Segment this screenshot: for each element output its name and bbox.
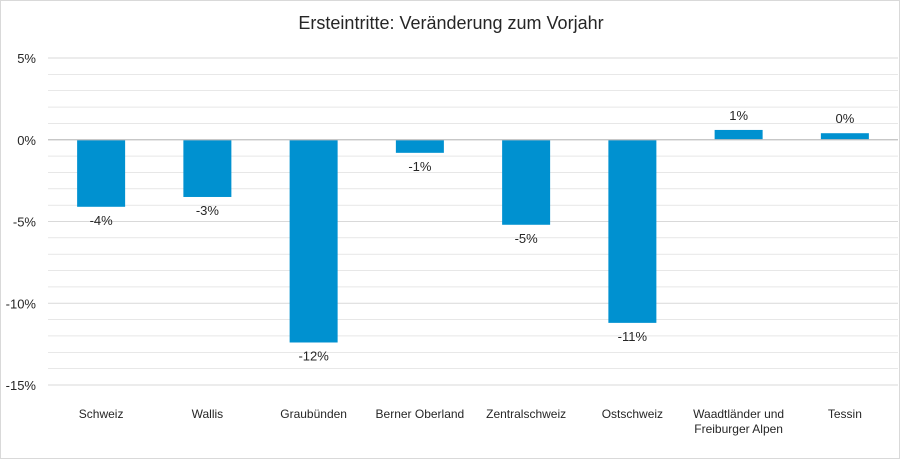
data-label: -1% <box>408 159 432 174</box>
y-tick-label: -15% <box>6 378 37 393</box>
category-label-line: Ostschweiz <box>602 407 663 421</box>
category-label-line: Waadtländer und <box>693 407 784 421</box>
bar-2 <box>289 139 338 343</box>
data-label: -4% <box>90 213 114 228</box>
y-tick-label: 0% <box>17 133 36 148</box>
y-tick-label: 5% <box>17 51 36 66</box>
y-tick-label: -5% <box>13 215 37 230</box>
category-label: Berner Oberland <box>376 407 465 421</box>
category-label: Graubünden <box>280 407 347 421</box>
data-label: -3% <box>196 203 220 218</box>
bar-0 <box>77 139 126 207</box>
y-tick-label: -10% <box>6 296 37 311</box>
data-label: 1% <box>729 108 748 123</box>
data-labels: -4% -3% -12% -1% -5% -11% 1% 0% <box>90 108 855 364</box>
bar-4 <box>502 139 551 225</box>
bar-5 <box>608 139 657 323</box>
bars <box>77 129 869 343</box>
data-label: -5% <box>515 231 539 246</box>
category-label: Schweiz <box>79 407 124 421</box>
category-label: Zentralschweiz <box>486 407 566 421</box>
category-label-line: Zentralschweiz <box>486 407 566 421</box>
bar-3 <box>395 139 444 153</box>
y-axis: 5% 0% -5% -10% -15% <box>6 51 37 393</box>
category-label: Ostschweiz <box>602 407 663 421</box>
category-label-line: Graubünden <box>280 407 347 421</box>
bar-1 <box>183 139 232 197</box>
category-label-line: Schweiz <box>79 407 124 421</box>
bar-7 <box>820 133 869 140</box>
category-label-line: Freiburger Alpen <box>694 422 783 436</box>
gridlines <box>48 57 898 386</box>
category-label: Wallis <box>192 407 224 421</box>
bar-6 <box>714 129 763 140</box>
data-label: -12% <box>298 348 329 363</box>
x-axis: Schweiz Wallis Graubünden Berner Oberland Ze… <box>48 139 898 436</box>
category-label-line: Tessin <box>828 407 862 421</box>
category-label: Tessin <box>828 407 862 421</box>
category-label-line: Berner Oberland <box>376 407 465 421</box>
chart-title: Ersteintritte: Veränderung zum Vorjahr <box>298 13 604 33</box>
category-label: Waadtländer und Freiburger Alpen <box>693 407 784 436</box>
category-label-line: Wallis <box>192 407 224 421</box>
data-label: 0% <box>835 111 854 126</box>
data-label: -11% <box>618 329 648 344</box>
